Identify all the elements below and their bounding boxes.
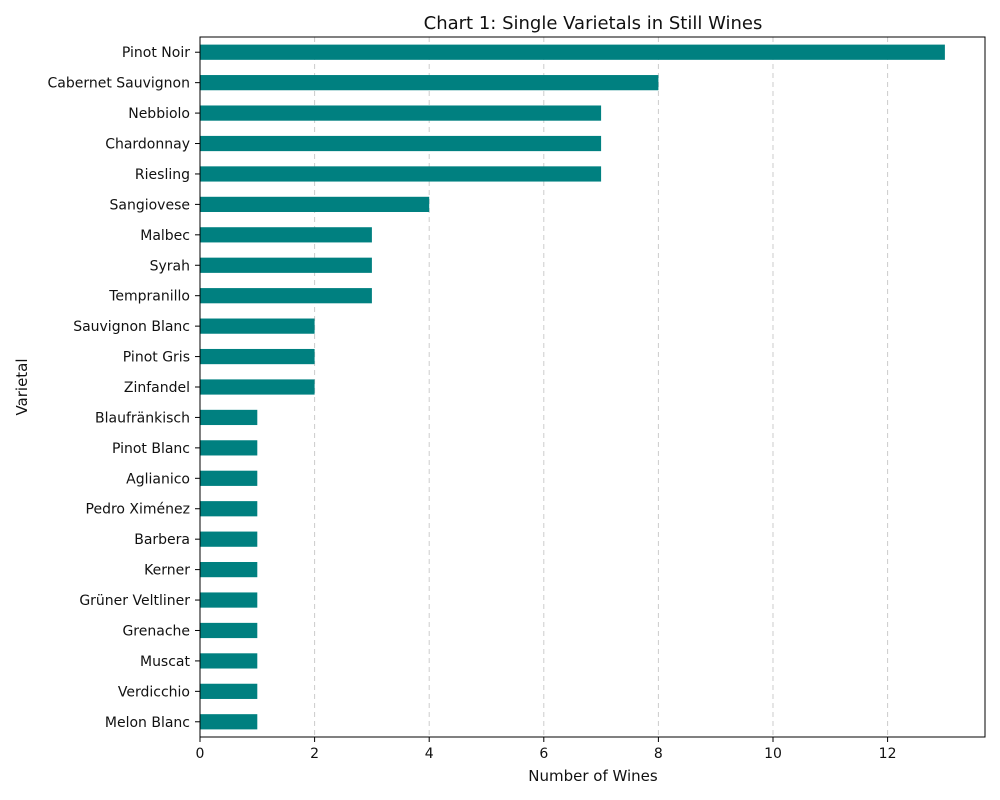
x-tick-label: 8 bbox=[654, 746, 663, 762]
bar bbox=[200, 135, 602, 152]
y-tick-label: Cabernet Sauvignon bbox=[47, 76, 190, 92]
bar bbox=[200, 44, 945, 60]
x-tick-label: 10 bbox=[764, 746, 782, 762]
y-tick-label: Kerner bbox=[144, 563, 190, 579]
bar bbox=[200, 592, 258, 608]
y-tick-label: Tempranillo bbox=[108, 289, 190, 305]
bar bbox=[200, 196, 430, 212]
y-tick-label: Grenache bbox=[122, 623, 190, 639]
y-tick-label: Zinfandel bbox=[124, 380, 190, 396]
bar bbox=[200, 653, 258, 669]
bar bbox=[200, 470, 258, 486]
bar bbox=[200, 318, 315, 334]
y-tick-label: Pedro Ximénez bbox=[86, 502, 190, 518]
y-tick-label: Barbera bbox=[134, 532, 190, 548]
bar bbox=[200, 440, 258, 456]
y-tick-label: Muscat bbox=[140, 654, 191, 670]
y-axis-label: Varietal bbox=[13, 358, 31, 415]
y-tick-label: Pinot Gris bbox=[123, 350, 190, 366]
bar bbox=[200, 288, 372, 304]
bar bbox=[200, 379, 315, 395]
y-tick-label: Sauvignon Blanc bbox=[73, 319, 190, 335]
bar bbox=[200, 348, 315, 365]
y-tick-label: Blaufränkisch bbox=[95, 410, 190, 426]
y-tick-label: Melon Blanc bbox=[105, 715, 190, 731]
bar bbox=[200, 714, 258, 730]
chart-title: Chart 1: Single Varietals in Still Wines bbox=[424, 13, 763, 34]
bar bbox=[200, 166, 602, 182]
bar bbox=[200, 562, 258, 578]
bar bbox=[200, 683, 258, 699]
y-tick-label: Pinot Blanc bbox=[112, 441, 190, 457]
x-axis-ticks: 0 2 4 6 8 10 12 bbox=[196, 737, 897, 762]
x-tick-label: 2 bbox=[310, 746, 319, 762]
bar bbox=[200, 622, 258, 639]
y-tick-label: Aglianico bbox=[126, 471, 190, 487]
y-tick-label: Sangiovese bbox=[110, 197, 191, 213]
x-tick-label: 4 bbox=[425, 746, 434, 762]
y-tick-label: Grüner Veltliner bbox=[79, 593, 190, 609]
y-axis-ticks: Pinot Noir Cabernet Sauvignon Nebbiolo Char… bbox=[47, 45, 200, 731]
bar bbox=[200, 531, 258, 547]
y-tick-label: Pinot Noir bbox=[122, 45, 190, 61]
y-tick-label: Riesling bbox=[135, 167, 190, 183]
bar bbox=[200, 409, 258, 426]
y-tick-label: Syrah bbox=[150, 258, 190, 274]
x-tick-label: 12 bbox=[879, 746, 897, 762]
bar bbox=[200, 257, 372, 273]
y-tick-label: Nebbiolo bbox=[128, 106, 190, 122]
y-tick-label: Malbec bbox=[140, 228, 190, 244]
x-tick-label: 6 bbox=[539, 746, 548, 762]
bars bbox=[200, 44, 945, 730]
bar bbox=[200, 75, 659, 91]
bar bbox=[200, 501, 258, 517]
bar bbox=[200, 227, 372, 243]
x-tick-label: 0 bbox=[196, 746, 205, 762]
x-axis-label: Number of Wines bbox=[528, 767, 658, 785]
y-tick-label: Chardonnay bbox=[105, 137, 190, 153]
bar bbox=[200, 105, 602, 121]
y-tick-label: Verdicchio bbox=[118, 684, 190, 700]
